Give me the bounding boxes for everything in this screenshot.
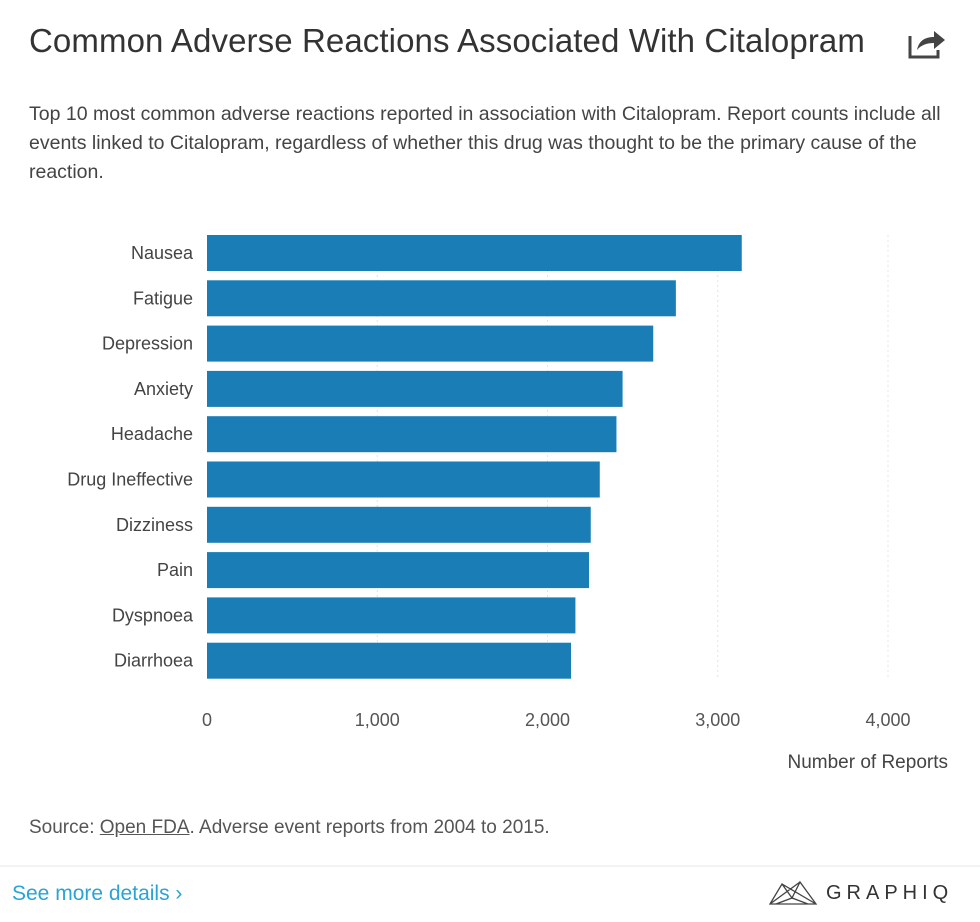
source-suffix: . Adverse event reports from 2004 to 201… (189, 817, 550, 838)
bar-depression (207, 325, 654, 362)
bar-chart: 0 1,000 2,000 3,000 4,000 Nausea Fatigue Depres… (67, 235, 948, 773)
chart-title: Common Adverse Reactions Associated With… (29, 22, 865, 59)
category-label: Nausea (131, 243, 194, 263)
category-label: Fatigue (133, 288, 193, 308)
bar-pain (207, 552, 590, 589)
graphiq-brand: GRAPHIQ (826, 881, 954, 904)
bar-drug-ineffective (207, 461, 600, 498)
bar-dyspnoea (207, 597, 576, 634)
graphiq-logo-icon (768, 880, 818, 905)
x-axis-label: Number of Reports (787, 752, 948, 773)
bar-nausea (207, 235, 742, 271)
x-tick-label: 0 (202, 710, 212, 730)
x-tick-label: 1,000 (355, 710, 400, 730)
category-label: Pain (157, 560, 193, 580)
category-label: Drug Ineffective (67, 470, 193, 490)
x-tick-label: 3,000 (695, 710, 740, 730)
source-note: Source: Open FDA. Adverse event reports … (29, 817, 550, 839)
share-arrow-icon[interactable] (907, 26, 947, 60)
category-label: Dizziness (116, 515, 193, 535)
bar-dizziness (207, 506, 591, 543)
category-label: Diarrhoea (114, 651, 194, 671)
category-label: Headache (111, 424, 193, 444)
source-prefix: Source: (29, 817, 100, 838)
x-tick-label: 2,000 (525, 710, 570, 730)
chart-description: Top 10 most common adverse reactions rep… (29, 103, 941, 183)
see-more-details-link[interactable]: See more details › (12, 882, 183, 905)
category-label: Depression (102, 334, 193, 354)
category-label: Anxiety (134, 379, 193, 399)
open-fda-link[interactable]: Open FDA (99, 817, 190, 838)
graphiq-logo[interactable]: GRAPHIQ (768, 880, 953, 906)
x-tick-label: 4,000 (865, 710, 910, 730)
bar-diarrhoea (207, 642, 571, 679)
bar-headache (207, 416, 617, 453)
footer-divider (0, 865, 980, 867)
category-label: Dyspnoea (112, 605, 194, 625)
bar-anxiety (207, 370, 623, 407)
bar-fatigue (207, 280, 676, 317)
